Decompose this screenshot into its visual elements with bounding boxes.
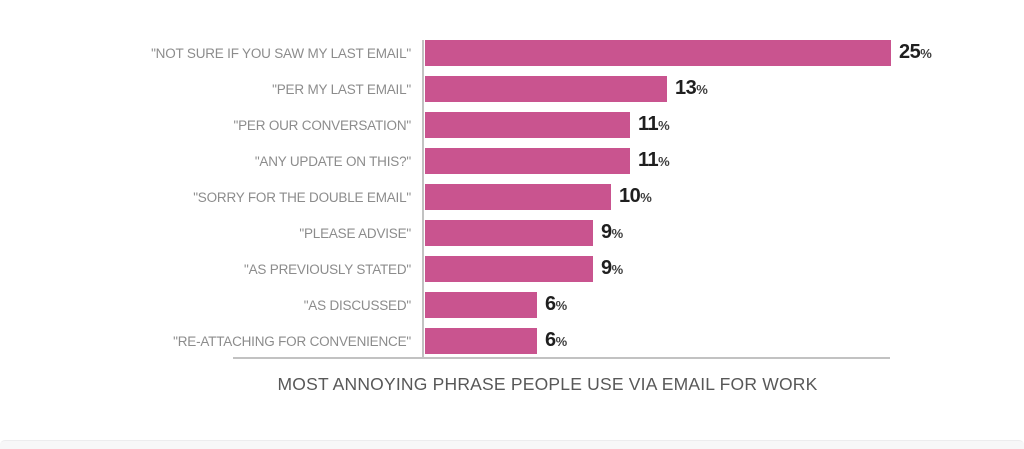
bar: [425, 328, 537, 354]
category-label: "PER MY LAST EMAIL": [272, 81, 411, 97]
value-number: 11: [638, 149, 659, 171]
value-number: 11: [638, 113, 659, 135]
value-percent-sign: %: [640, 190, 652, 205]
bar-row: "RE-ATTACHING FOR CONVENIENCE" 6%: [0, 328, 1024, 354]
bar-row: "AS DISCUSSED" 6%: [0, 292, 1024, 318]
value-number: 13: [675, 77, 697, 99]
bar: [425, 256, 593, 282]
value-number: 6: [545, 293, 556, 315]
bar: [425, 148, 630, 174]
bar: [425, 220, 593, 246]
value-label: 9%: [601, 255, 623, 283]
bar-area: 25%: [425, 40, 932, 66]
bar-row: "PER MY LAST EMAIL" 13%: [0, 76, 1024, 102]
value-percent-sign: %: [611, 226, 624, 241]
bar: [425, 184, 611, 210]
bar-row: "NOT SURE IF YOU SAW MY LAST EMAIL" 25%: [0, 40, 1024, 66]
category-label: "PER OUR CONVERSATION": [233, 117, 412, 133]
bar-row: "AS PREVIOUSLY STATED" 9%: [0, 256, 1024, 282]
value-number: 9: [601, 257, 612, 279]
bar-row: "SORRY FOR THE DOUBLE EMAIL" 10%: [0, 184, 1024, 210]
bar-area: 13%: [425, 76, 708, 102]
bar: [425, 292, 537, 318]
bar-row: "PER OUR CONVERSATION" 11%: [0, 112, 1024, 138]
category-label: "ANY UPDATE ON THIS?": [254, 153, 411, 169]
value-number: 25: [899, 41, 921, 63]
bar-row: "PLEASE ADVISE" 9%: [0, 220, 1024, 246]
bar: [425, 76, 667, 102]
value-number: 6: [545, 329, 556, 351]
value-label: 10%: [619, 183, 652, 211]
value-percent-sign: %: [696, 82, 708, 97]
bar-area: 11%: [425, 148, 670, 174]
bottom-band: [0, 440, 1024, 449]
value-percent-sign: %: [658, 154, 670, 169]
value-percent-sign: %: [920, 46, 932, 61]
bar-area: 9%: [425, 220, 623, 246]
value-label: 9%: [601, 219, 623, 247]
bar: [425, 112, 630, 138]
value-label: 11%: [638, 147, 670, 175]
bar-row: "ANY UPDATE ON THIS?" 11%: [0, 148, 1024, 174]
bar-area: 6%: [425, 328, 567, 354]
category-label: "AS PREVIOUSLY STATED": [244, 261, 411, 277]
value-percent-sign: %: [555, 298, 568, 313]
chart-title: MOST ANNOYING PHRASE PEOPLE USE VIA EMAI…: [277, 374, 818, 394]
value-number: 10: [619, 185, 641, 207]
x-axis-line: [233, 357, 890, 359]
category-label: "SORRY FOR THE DOUBLE EMAIL": [193, 189, 411, 205]
value-percent-sign: %: [555, 334, 568, 349]
value-label: 11%: [638, 111, 670, 139]
category-label: "AS DISCUSSED": [303, 297, 412, 313]
bar-area: 9%: [425, 256, 623, 282]
value-label: 25%: [899, 39, 932, 67]
bar-rows: "NOT SURE IF YOU SAW MY LAST EMAIL" 25% …: [0, 40, 1024, 364]
value-label: 13%: [675, 75, 708, 103]
y-axis-line: [422, 40, 424, 358]
bar-area: 10%: [425, 184, 652, 210]
category-label: "PLEASE ADVISE": [299, 225, 411, 241]
value-percent-sign: %: [658, 118, 670, 133]
bar-area: 6%: [425, 292, 567, 318]
value-label: 6%: [545, 291, 567, 319]
value-label: 6%: [545, 327, 567, 355]
bar-area: 11%: [425, 112, 670, 138]
value-percent-sign: %: [611, 262, 624, 277]
category-label: "NOT SURE IF YOU SAW MY LAST EMAIL": [151, 45, 411, 61]
value-number: 9: [601, 221, 612, 243]
category-label: "RE-ATTACHING FOR CONVENIENCE": [173, 333, 411, 349]
bar: [425, 40, 891, 66]
